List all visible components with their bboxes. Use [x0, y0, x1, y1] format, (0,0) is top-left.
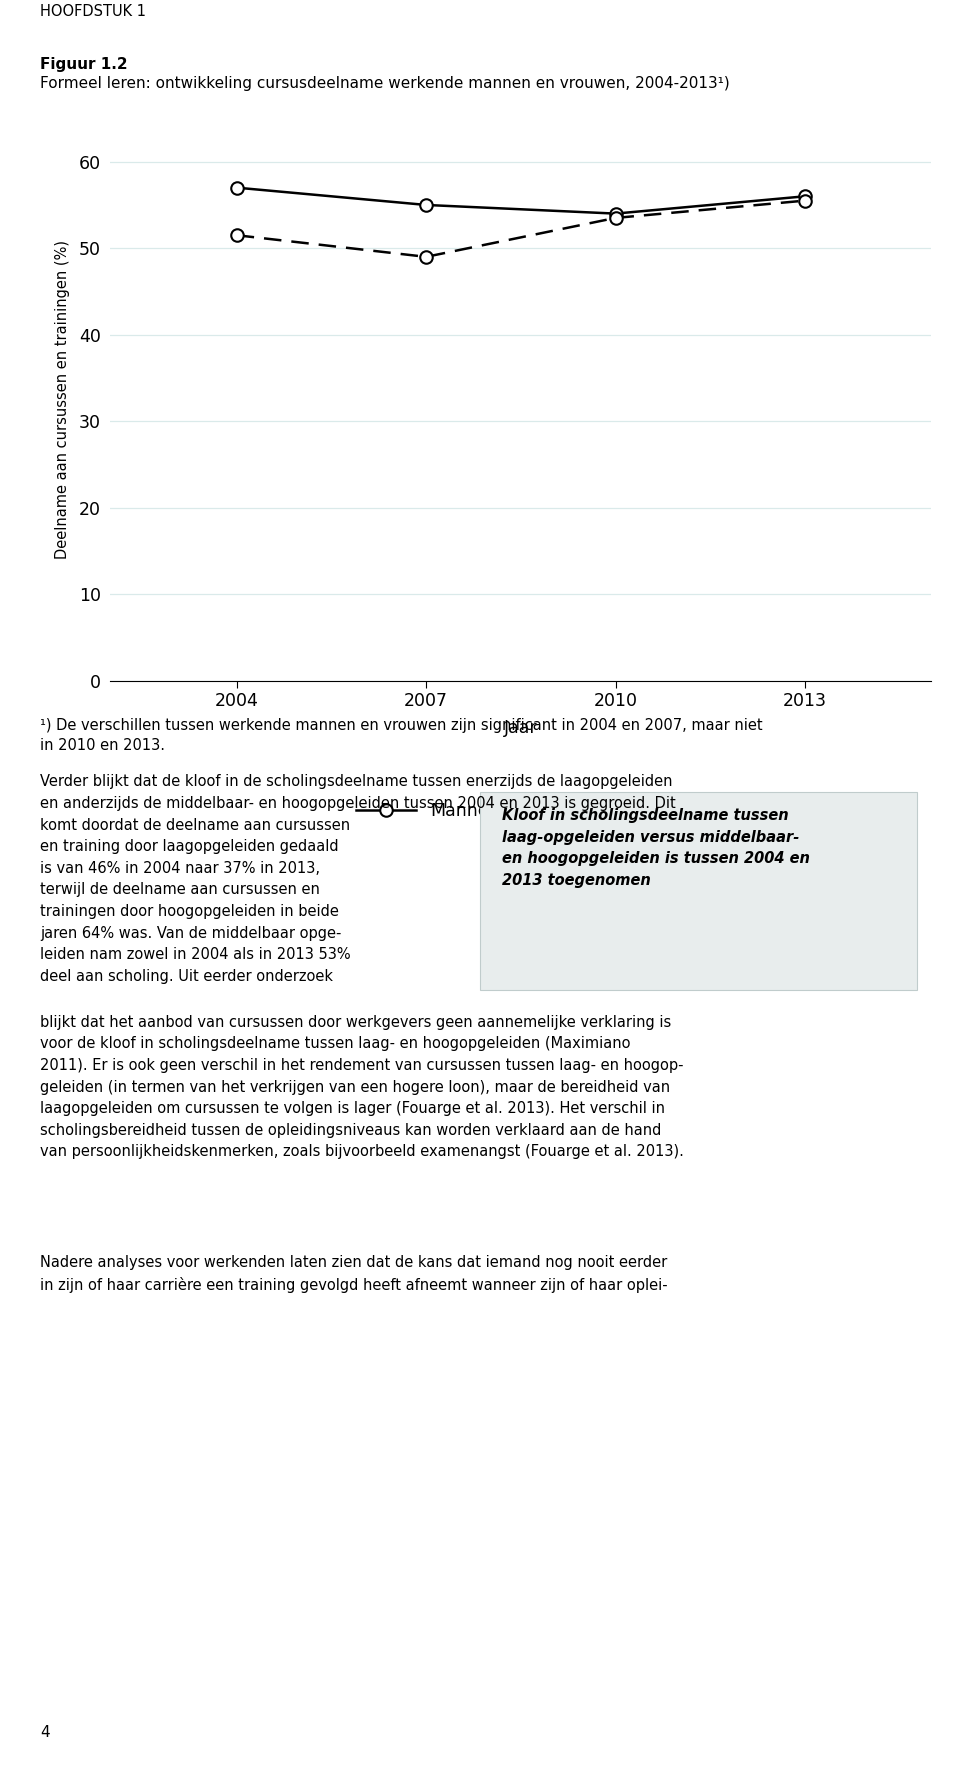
Text: Verder blijkt dat de kloof in de scholingsdeelname tussen enerzijds de laagopgel: Verder blijkt dat de kloof in de scholin… — [40, 774, 676, 983]
Text: Kloof in scholingsdeelname tussen
laag-opgeleiden versus middelbaar-
en hoogopge: Kloof in scholingsdeelname tussen laag-o… — [502, 808, 809, 888]
Text: Figuur 1.2: Figuur 1.2 — [40, 57, 128, 71]
Text: Nadere analyses voor werkenden laten zien dat de kans dat iemand nog nooit eerde: Nadere analyses voor werkenden laten zie… — [40, 1255, 668, 1294]
Y-axis label: Deelname aan cursussen en trainingen (%): Deelname aan cursussen en trainingen (%) — [56, 240, 70, 559]
FancyBboxPatch shape — [480, 792, 917, 990]
Legend: Mannen, Vrouwen: Mannen, Vrouwen — [355, 803, 686, 820]
Text: blijkt dat het aanbod van cursussen door werkgevers geen aannemelijke verklaring: blijkt dat het aanbod van cursussen door… — [40, 1015, 684, 1160]
Text: HOOFDSTUK 1: HOOFDSTUK 1 — [40, 4, 146, 19]
Text: 4: 4 — [40, 1726, 50, 1740]
Text: ¹) De verschillen tussen werkende mannen en vrouwen zijn significant in 2004 en : ¹) De verschillen tussen werkende mannen… — [40, 718, 763, 753]
X-axis label: Jaar: Jaar — [504, 720, 538, 737]
Text: Formeel leren: ontwikkeling cursusdeelname werkende mannen en vrouwen, 2004-2013: Formeel leren: ontwikkeling cursusdeelna… — [40, 76, 730, 90]
